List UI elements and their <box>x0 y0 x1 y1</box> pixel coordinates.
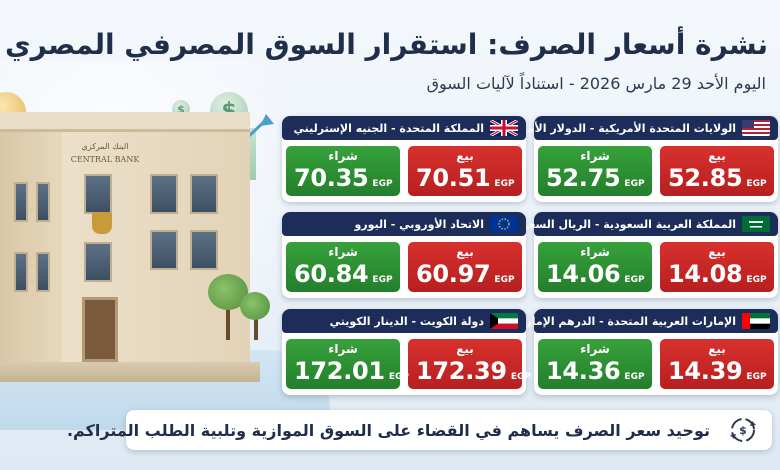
sell-rate-value: 52.85 <box>668 164 743 192</box>
card-title: المملكة المتحدة - الجنيه الإسترليني <box>293 121 484 135</box>
sell-label: بيع <box>456 342 474 356</box>
buy-rate-value: 52.75 <box>546 164 621 192</box>
buy-label: شراء <box>580 245 610 259</box>
sell-label: بيع <box>708 149 726 163</box>
card-title: المملكة العربية السعودية - الريال السعود… <box>506 217 736 231</box>
currency-exchange-icon: $ <box>728 415 758 445</box>
sell-rate-value: 14.39 <box>668 357 743 385</box>
central-bank-building: البنك المركزي CENTRAL BANK <box>0 112 260 382</box>
sell-rate-value: 70.51 <box>416 164 491 192</box>
buy-rate-value: 172.01 <box>294 357 385 385</box>
card-title: دولة الكويت - الدينار الكويتي <box>329 314 484 328</box>
page-subtitle: اليوم الأحد 29 مارس 2026 - استناداً لآلي… <box>426 74 766 93</box>
footer-text: توحيد سعر الصرف يساهم في القضاء على السو… <box>66 420 710 440</box>
card-header: المملكة المتحدة - الجنيه الإسترليني <box>282 116 526 140</box>
bank-sign: البنك المركزي CENTRAL BANK <box>70 140 140 166</box>
card-title: الولايات المتحدة الأمريكية - الدولار الأ… <box>499 121 736 135</box>
currency-label: EGP <box>746 179 767 189</box>
sell-label: بيع <box>456 245 474 259</box>
sell-rate-box: بيع 60.97 EGP <box>408 242 522 292</box>
sell-rate-box: بيع 14.39 EGP <box>660 339 774 389</box>
buy-rate-box: شراء 52.75 EGP <box>538 146 652 196</box>
buy-rate-box: شراء 14.36 EGP <box>538 339 652 389</box>
uae-flag-icon <box>742 313 770 329</box>
saudi-flag-icon <box>742 216 770 232</box>
buy-label: شراء <box>328 245 358 259</box>
rate-card-usd: الولايات المتحدة الأمريكية - الدولار الأ… <box>499 116 778 202</box>
card-header: المملكة العربية السعودية - الريال السعود… <box>507 212 778 236</box>
sell-rate-value: 172.39 <box>416 357 507 385</box>
buy-label: شراء <box>328 342 358 356</box>
rate-card-kwd: دولة الكويت - الدينار الكويتي بيع 172.39… <box>282 309 531 395</box>
buy-label: شراء <box>580 149 610 163</box>
bank-sign-arabic: البنك المركزي <box>81 142 129 151</box>
sell-rate-box: بيع 172.39 EGP <box>408 339 531 389</box>
sell-rate-value: 14.08 <box>668 260 743 288</box>
bank-sign-english: CENTRAL BANK <box>70 155 140 164</box>
currency-label: EGP <box>494 275 515 285</box>
rate-card-eur: الاتحاد الأوروبي - اليورو بيع 60.97 EGP ش… <box>282 212 526 298</box>
rate-card-gbp: المملكة المتحدة - الجنيه الإسترليني بيع … <box>282 116 526 202</box>
sell-rate-value: 60.97 <box>416 260 491 288</box>
card-title: الإمارات العربية المتحدة - الدرهم الإمار… <box>506 314 736 328</box>
eagle-emblem-icon <box>92 212 112 234</box>
buy-label: شراء <box>580 342 610 356</box>
page-title: نشرة أسعار الصرف: استقرار السوق المصرفي … <box>5 28 768 61</box>
bank-door <box>82 297 118 362</box>
eu-flag-icon <box>490 216 518 232</box>
rate-card-sar: المملكة العربية السعودية - الريال السعود… <box>507 212 778 298</box>
uk-flag-icon <box>490 120 518 136</box>
currency-label: EGP <box>746 372 767 382</box>
buy-rate-box: شراء 70.35 EGP <box>286 146 400 196</box>
currency-label: EGP <box>624 372 645 382</box>
sell-rate-box: بيع 14.08 EGP <box>660 242 774 292</box>
footer-banner: $ توحيد سعر الصرف يساهم في القضاء على ال… <box>67 410 772 450</box>
sell-label: بيع <box>708 342 726 356</box>
currency-label: EGP <box>510 372 531 382</box>
buy-rate-box: شراء 14.06 EGP <box>538 242 652 292</box>
buy-label: شراء <box>328 149 358 163</box>
sell-rate-box: بيع 52.85 EGP <box>660 146 774 196</box>
currency-label: EGP <box>388 372 409 382</box>
currency-label: EGP <box>372 179 393 189</box>
sell-label: بيع <box>708 245 726 259</box>
tree-icon <box>240 292 270 320</box>
buy-rate-box: شراء 172.01 EGP <box>286 339 409 389</box>
kuwait-flag-icon <box>490 313 518 329</box>
currency-label: EGP <box>746 275 767 285</box>
currency-label: EGP <box>624 179 645 189</box>
buy-rate-value: 70.35 <box>294 164 369 192</box>
card-header: الولايات المتحدة الأمريكية - الدولار الأ… <box>499 116 778 140</box>
svg-text:$: $ <box>739 424 747 437</box>
currency-label: EGP <box>624 275 645 285</box>
rate-card-aed: الإمارات العربية المتحدة - الدرهم الإمار… <box>506 309 778 395</box>
buy-rate-value: 60.84 <box>294 260 369 288</box>
buy-rate-value: 14.06 <box>546 260 621 288</box>
buy-rate-value: 14.36 <box>546 357 621 385</box>
sell-label: بيع <box>456 149 474 163</box>
sell-rate-box: بيع 70.51 EGP <box>408 146 522 196</box>
card-header: الإمارات العربية المتحدة - الدرهم الإمار… <box>506 309 778 333</box>
buy-rate-box: شراء 60.84 EGP <box>286 242 400 292</box>
card-title: الاتحاد الأوروبي - اليورو <box>354 217 484 231</box>
usa-flag-icon <box>742 120 770 136</box>
card-header: الاتحاد الأوروبي - اليورو <box>282 212 526 236</box>
currency-label: EGP <box>372 275 393 285</box>
card-header: دولة الكويت - الدينار الكويتي <box>282 309 526 333</box>
currency-label: EGP <box>494 179 515 189</box>
